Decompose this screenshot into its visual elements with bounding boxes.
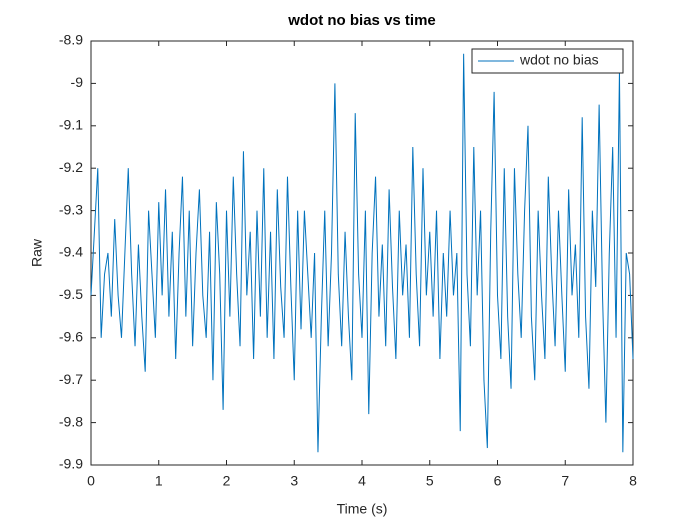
x-tick-label: 5 xyxy=(426,473,434,489)
y-tick-label: -9.8 xyxy=(59,413,83,429)
x-tick-label: 8 xyxy=(629,473,637,489)
x-tick-label: 1 xyxy=(155,473,163,489)
x-tick-label: 7 xyxy=(561,473,569,489)
x-tick-label: 0 xyxy=(87,473,95,489)
y-tick-label: -9.4 xyxy=(59,244,83,260)
y-axis-label: Raw xyxy=(29,238,45,267)
chart-title: wdot no bias vs time xyxy=(287,12,436,29)
y-tick-label: -9.9 xyxy=(59,456,83,472)
x-tick-label: 2 xyxy=(223,473,231,489)
x-tick-label: 3 xyxy=(290,473,298,489)
y-tick-label: -8.9 xyxy=(59,32,83,48)
x-axis-label: Time (s) xyxy=(337,501,388,517)
y-tick-label: -9.1 xyxy=(59,117,83,133)
data-line xyxy=(90,53,634,453)
plot-area xyxy=(90,40,634,466)
y-tick-label: -9.6 xyxy=(59,329,83,345)
y-tick-label: -9 xyxy=(71,74,84,90)
x-tick-label: 4 xyxy=(358,473,366,489)
x-tick-label: 6 xyxy=(494,473,502,489)
y-tick-label: -9.5 xyxy=(59,286,83,302)
y-tick-label: -9.3 xyxy=(59,201,83,217)
legend-label: wdot no bias xyxy=(519,52,599,68)
y-tick-label: -9.2 xyxy=(59,159,83,175)
y-tick-label: -9.7 xyxy=(59,371,83,387)
